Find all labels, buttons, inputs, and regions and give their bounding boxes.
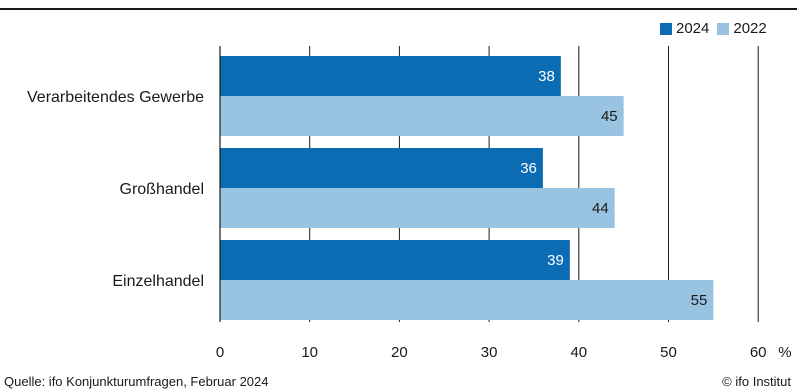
data-label-2022-0: 45	[601, 108, 618, 125]
data-label-2022-1: 44	[592, 200, 609, 217]
copyright-note: © ifo Institut	[722, 374, 791, 389]
x-tick-label-0: 0	[216, 344, 224, 361]
data-label-2024-2: 39	[547, 252, 564, 269]
bar-2022-1	[220, 188, 615, 228]
data-label-2024-1: 36	[520, 160, 537, 177]
legend-item-2024: 2024	[660, 20, 709, 37]
x-tick-label-20: 20	[391, 344, 408, 361]
x-tick-label-50: 50	[660, 344, 677, 361]
x-tick-label-30: 30	[481, 344, 498, 361]
bar-2022-2	[220, 280, 714, 320]
x-tick-label-40: 40	[570, 344, 587, 361]
bar-2024-0	[220, 56, 561, 96]
legend-item-2022: 2022	[717, 20, 767, 37]
x-tick-label-60: 60	[750, 344, 767, 361]
category-label-0: Verarbeitendes Gewerbe	[27, 89, 204, 106]
source-note: Quelle: ifo Konjunkturumfragen, Februar …	[4, 374, 269, 389]
legend-swatch-2024	[660, 22, 672, 35]
bar-2024-2	[220, 240, 570, 280]
bar-2022-0	[220, 96, 624, 136]
legend: 2024 2022	[660, 20, 767, 37]
legend-swatch-2022	[717, 22, 730, 35]
bar-2024-1	[220, 148, 543, 188]
category-label-1: Großhandel	[120, 181, 205, 198]
top-rule	[0, 8, 797, 10]
data-label-2024-0: 38	[538, 68, 555, 85]
x-tick-label-10: 10	[301, 344, 318, 361]
legend-label-2022: 2022	[733, 20, 767, 37]
data-label-2022-2: 55	[691, 292, 708, 309]
legend-label-2024: 2024	[676, 20, 710, 37]
x-axis-unit: %	[778, 344, 791, 361]
category-label-2: Einzelhandel	[112, 273, 204, 290]
